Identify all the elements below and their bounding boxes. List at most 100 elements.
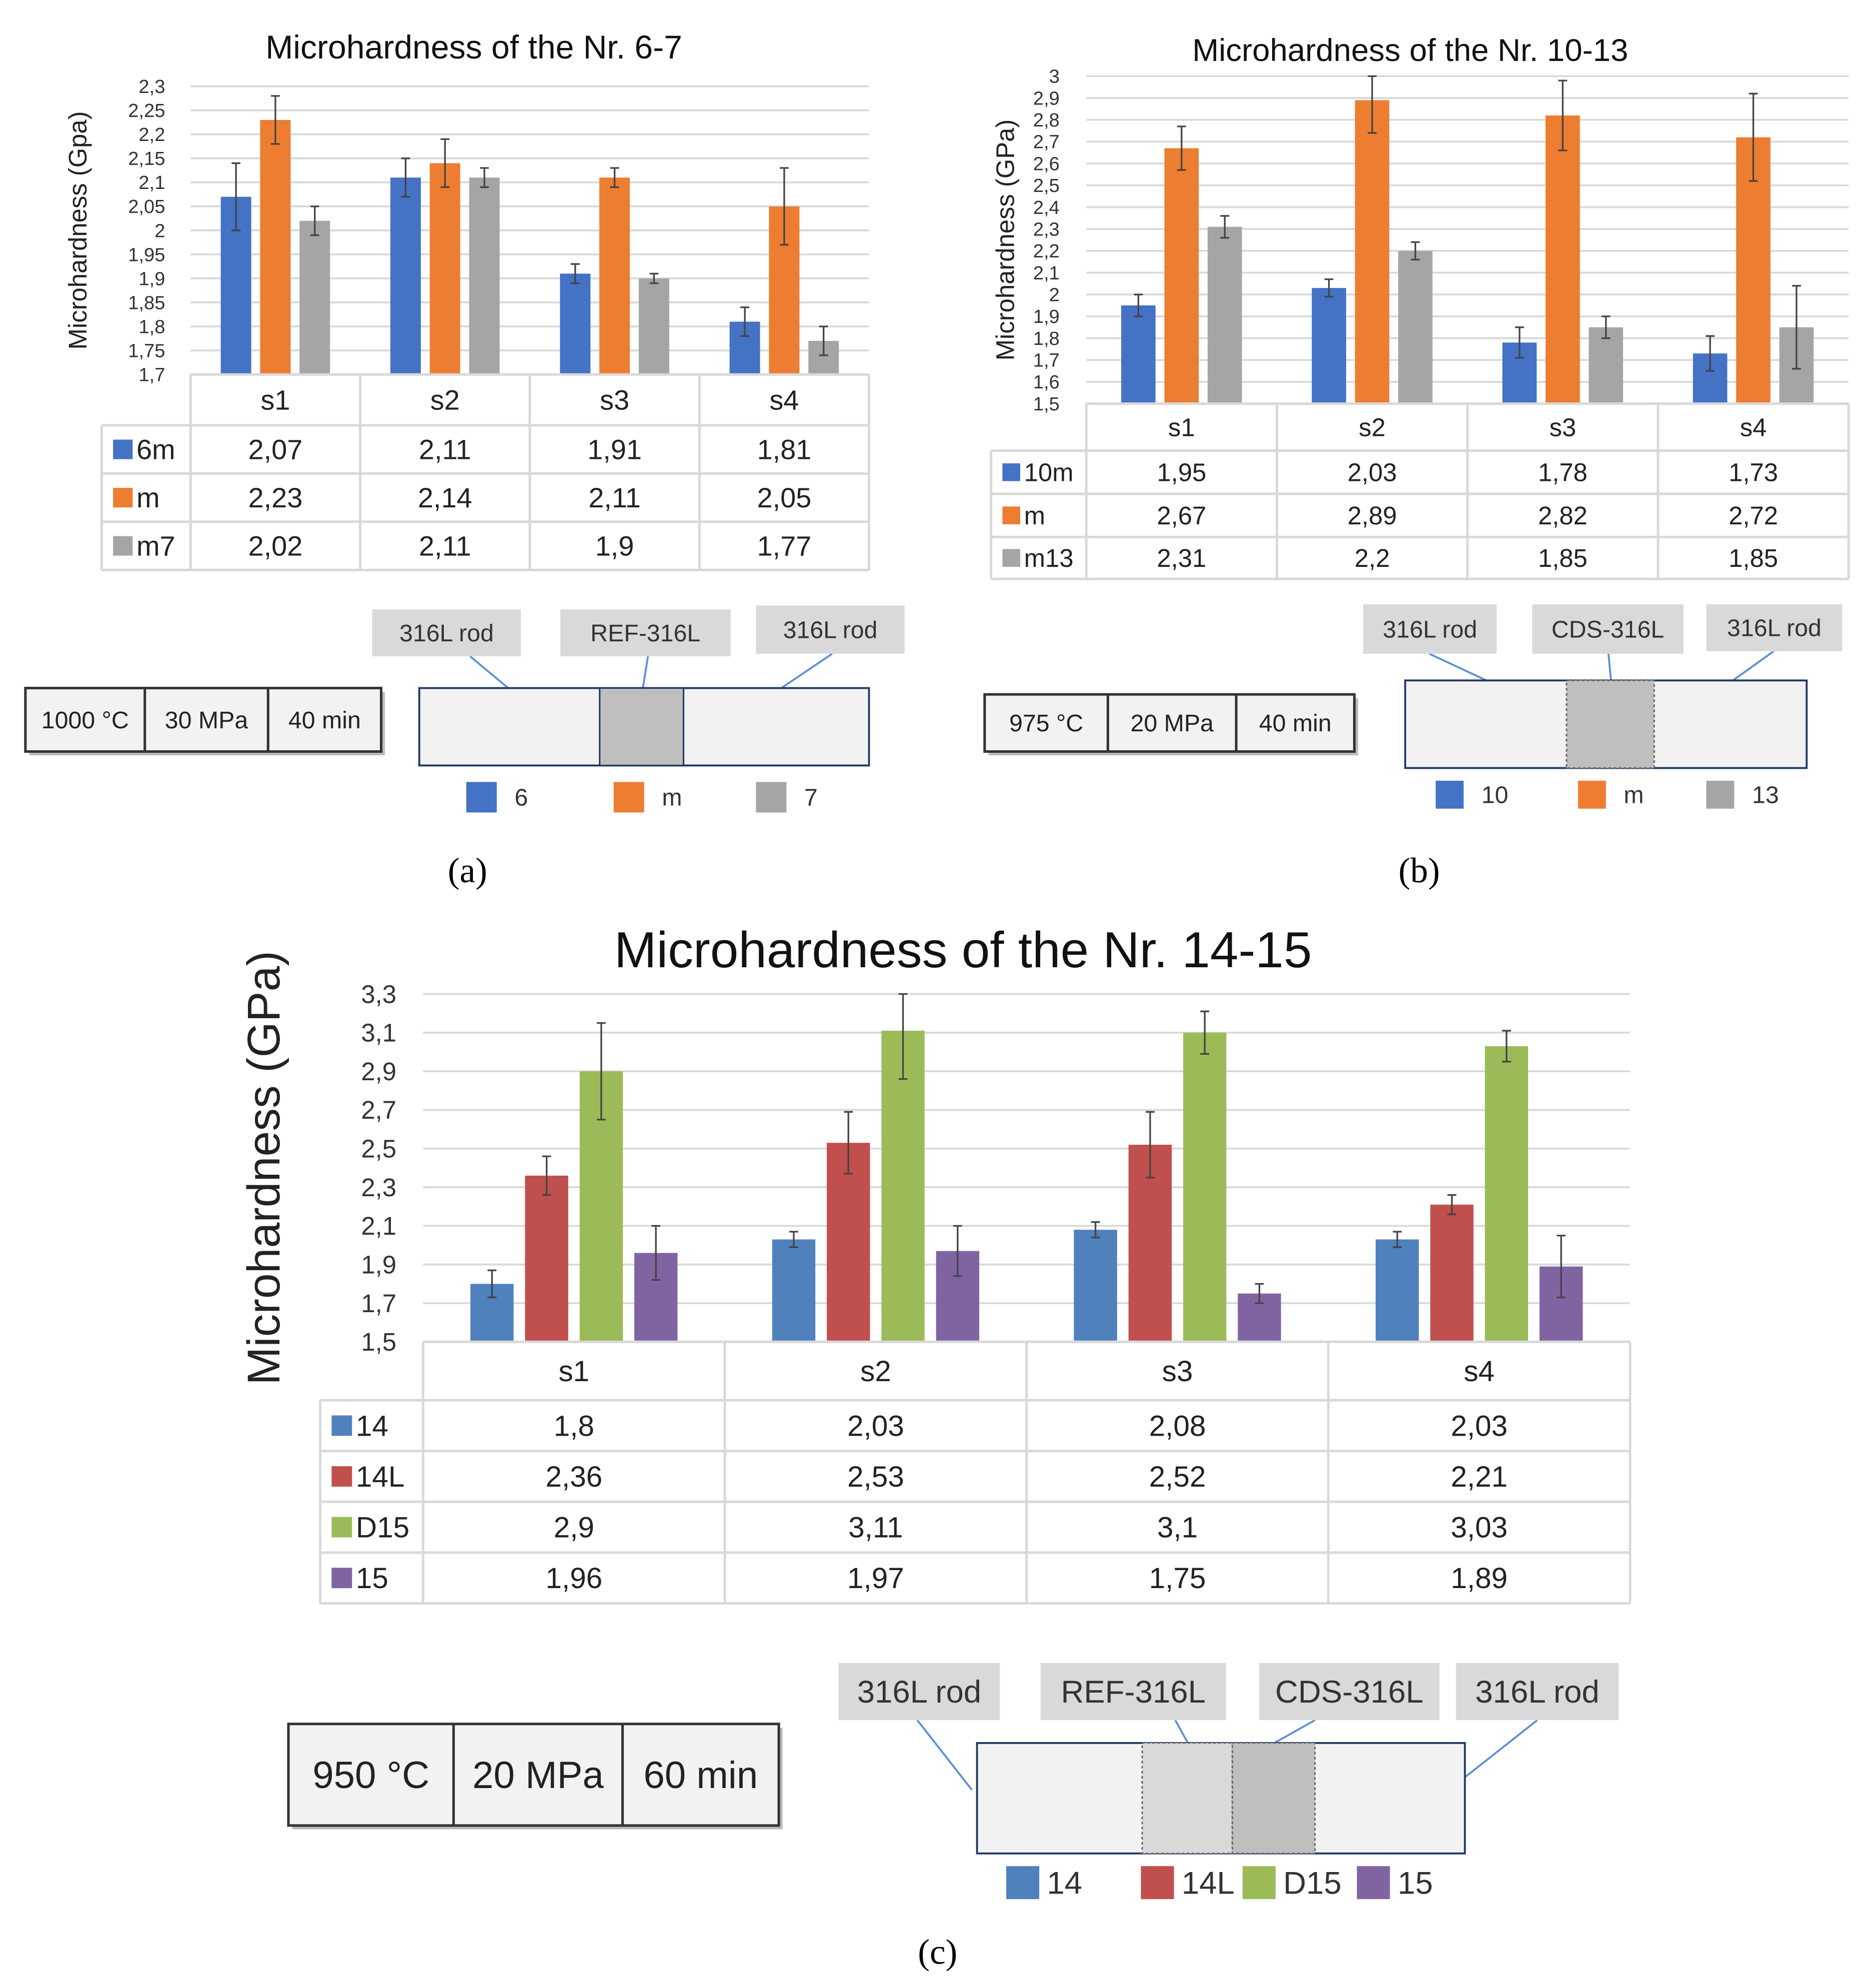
y-tick-label: 3	[1049, 66, 1060, 87]
legend-swatch	[466, 782, 497, 813]
legend-swatch	[1002, 463, 1020, 481]
x-category-label: s3	[1162, 1355, 1193, 1388]
legend-swatch	[1706, 780, 1735, 809]
data-value-label: 2,11	[419, 434, 471, 465]
y-tick-label: 2,2	[138, 124, 165, 145]
chart-2: Microhardness of the Nr. 14-15 Microhardn…	[238, 921, 1632, 1605]
y-tick-label: 1,8	[138, 316, 165, 337]
data-value-label: 1,77	[757, 530, 811, 562]
bar-m7-s3	[638, 278, 669, 375]
data-value-label: 3,1	[1157, 1512, 1198, 1544]
data-value-label: 1,85	[1538, 544, 1588, 572]
legend-label: 10	[1482, 782, 1509, 809]
legend-label: D15	[1283, 1866, 1342, 1901]
y-tick-label: 2,05	[128, 196, 165, 217]
connector-line	[642, 656, 649, 688]
connector-line	[781, 653, 833, 689]
data-value-label: 3,03	[1451, 1512, 1508, 1544]
joint-zone	[1141, 1742, 1233, 1855]
process-param: 975 °C	[1009, 710, 1083, 737]
bar-m13-s2	[1398, 250, 1433, 404]
y-tick-label: 1,7	[138, 365, 165, 386]
data-value-label: 1,95	[1157, 458, 1206, 487]
region-label: 316L rod	[1383, 616, 1477, 643]
region-label: 316L rod	[399, 620, 494, 647]
y-tick-label: 2,3	[138, 76, 165, 97]
chart-title: Microhardness of the Nr. 14-15	[614, 921, 1312, 978]
data-value-label: 2,08	[1149, 1410, 1206, 1442]
bar-14-s2	[772, 1239, 816, 1342]
connector-line	[1429, 653, 1487, 681]
bar-m-s3	[1545, 115, 1580, 404]
bar-14-s4	[1376, 1239, 1419, 1342]
legend-label: 10m	[1024, 458, 1074, 487]
region-label-box	[838, 1663, 1000, 1721]
x-category-label: s2	[860, 1355, 891, 1388]
legend-label: 14L	[1182, 1866, 1235, 1901]
legend-label: m7	[136, 530, 175, 562]
y-tick-label: 1,9	[361, 1251, 396, 1279]
data-value-label: 1,91	[587, 434, 642, 465]
legend-label: m13	[1024, 544, 1074, 572]
legend-swatch	[1141, 1866, 1174, 1900]
data-value-label: 1,75	[1149, 1562, 1206, 1595]
legend-label: m	[662, 784, 682, 811]
region-label: 316L rod	[1727, 615, 1822, 642]
data-value-label: 2,14	[418, 482, 472, 513]
y-tick-label: 2,7	[361, 1096, 396, 1124]
region-label: CDS-316L	[1275, 1675, 1424, 1710]
bar-m7-s2	[469, 177, 500, 375]
y-tick-label: 1,85	[128, 292, 165, 313]
legend-swatch	[1006, 1866, 1040, 1900]
joint-zone	[1231, 1742, 1316, 1855]
bar-m-s3	[599, 177, 630, 375]
legend-swatch	[1002, 506, 1020, 524]
region-label: 316L rod	[857, 1675, 981, 1710]
y-tick-label: 1,5	[1033, 394, 1060, 415]
data-value-label: 2,03	[847, 1410, 904, 1442]
legend-label: m	[136, 482, 160, 513]
data-value-label: 3,11	[848, 1512, 903, 1544]
legend-swatch	[1578, 780, 1606, 809]
data-value-label: 1,96	[545, 1562, 602, 1595]
legend-label: 14L	[356, 1461, 405, 1493]
legend-swatch	[331, 1466, 352, 1487]
y-tick-label: 2,3	[1033, 219, 1060, 240]
y-tick-label: 1,9	[1033, 306, 1060, 327]
process-param: 20 MPa	[1131, 710, 1214, 737]
legend-swatch	[113, 536, 133, 556]
region-label-box	[756, 605, 905, 654]
data-value-label: 2,31	[1157, 544, 1206, 572]
connector-line	[1174, 1720, 1189, 1744]
chart-0: Microhardness of the Nr. 6-7 Microhardnes…	[63, 28, 871, 571]
y-tick-label: 1,6	[1033, 372, 1060, 393]
y-tick-label: 1,75	[128, 340, 165, 361]
process-param: 1000 °C	[41, 707, 129, 734]
legend-swatch	[613, 782, 644, 813]
data-value-label: 1,89	[1451, 1562, 1508, 1595]
bar-14L-s2	[827, 1143, 870, 1342]
legend-label: 6m	[136, 434, 175, 465]
data-value-label: 1,85	[1729, 544, 1778, 572]
data-value-label: 2,21	[1451, 1461, 1508, 1493]
y-tick-label: 2,6	[1033, 153, 1060, 174]
x-category-label: s3	[1549, 413, 1576, 441]
data-value-label: 1,73	[1729, 458, 1778, 487]
data-value-label: 2,36	[545, 1461, 602, 1493]
y-tick-label: 2,1	[1033, 263, 1060, 284]
connector-line	[1732, 650, 1775, 681]
region-label-box	[1706, 604, 1843, 651]
x-category-label: s1	[558, 1355, 589, 1388]
x-category-label: s1	[1168, 413, 1195, 441]
region-label-box	[1363, 604, 1497, 654]
legend-label: 15	[356, 1562, 388, 1595]
y-tick-label: 2,25	[128, 100, 165, 121]
bar-14L-s4	[1430, 1204, 1474, 1342]
process-param: 20 MPa	[472, 1754, 604, 1797]
legend-label: 14	[356, 1410, 388, 1442]
x-category-label: s3	[600, 384, 629, 416]
y-tick-label: 1,7	[361, 1289, 396, 1318]
y-tick-label: 2,15	[128, 148, 165, 169]
legend-swatch	[1357, 1866, 1390, 1900]
